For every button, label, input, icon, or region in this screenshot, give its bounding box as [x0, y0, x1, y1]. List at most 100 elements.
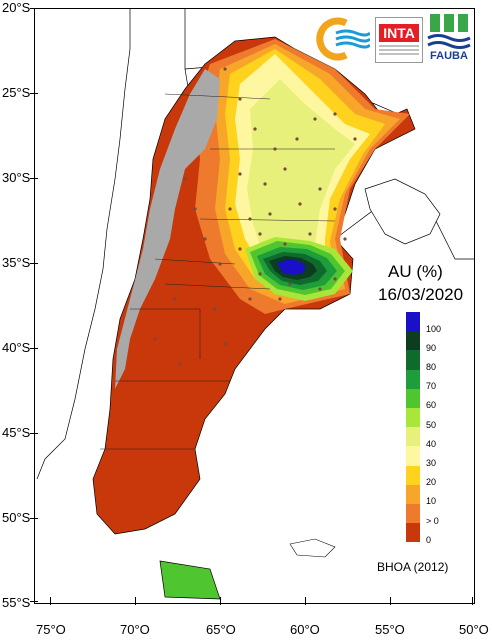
map-canvas — [36, 9, 474, 600]
lat-label-40s: 40°S — [2, 340, 31, 355]
inta-stripes — [379, 45, 419, 57]
inta-logo-text: INTA — [379, 24, 419, 42]
lat-tick — [30, 178, 38, 179]
lat-label-45s: 45°S — [2, 425, 31, 440]
legend-label: 40 — [426, 438, 437, 449]
station-dot — [203, 237, 207, 241]
legend-label: 0 — [426, 534, 432, 545]
chile-coast — [36, 9, 131, 480]
station-dot — [213, 307, 217, 311]
legend-label: > 0 — [426, 515, 439, 526]
station-dot — [238, 97, 242, 101]
legend-label: 60 — [426, 400, 437, 411]
lon-label-70o: 70°O — [120, 622, 150, 637]
zone-100 — [277, 259, 306, 275]
station-dot — [278, 297, 282, 301]
malvinas — [289, 538, 336, 558]
fauba-logo: FAUBA — [426, 12, 472, 64]
legend-swatch — [406, 350, 420, 370]
lon-label-75o: 75°O — [36, 622, 66, 637]
lon-label-60o: 60°O — [290, 622, 320, 637]
lat-label-50s: 50°S — [2, 510, 31, 525]
legend-swatch — [406, 503, 420, 524]
legend-swatch — [406, 388, 420, 408]
station-dot — [308, 232, 312, 236]
lat-tick — [30, 601, 38, 602]
station-dot — [263, 182, 267, 186]
ceit-logo — [310, 17, 372, 61]
station-dot — [343, 237, 347, 241]
station-dot — [258, 272, 262, 276]
inta-logo: INTA — [375, 17, 423, 63]
station-dot — [183, 177, 187, 181]
legend-swatch — [406, 446, 420, 466]
lon-tick — [220, 597, 221, 605]
legend-title: AU (%) — [388, 262, 443, 281]
legend-swatch — [406, 407, 420, 428]
lat-tick — [30, 348, 38, 349]
station-dot — [353, 137, 357, 141]
lat-label-55s: 55°S — [2, 595, 31, 610]
lat-label-25s: 25°S — [2, 85, 31, 100]
andes-nodata — [115, 69, 220, 389]
station-dot — [318, 187, 322, 191]
lat-tick — [30, 518, 38, 519]
station-dot — [228, 207, 232, 211]
fauba-logo-text: FAUBA — [430, 50, 468, 62]
lat-tick — [30, 8, 38, 9]
legend-swatch — [406, 369, 420, 389]
legend-swatch — [406, 465, 420, 485]
lat-tick — [30, 93, 38, 94]
station-dot — [223, 342, 227, 346]
station-dot — [268, 212, 272, 216]
station-dot — [173, 297, 177, 301]
station-dot — [178, 362, 182, 366]
lat-label-30s: 30°S — [2, 170, 31, 185]
lon-tick — [390, 597, 391, 605]
source-label: BHOA (2012) — [377, 560, 449, 574]
legend-swatch — [406, 427, 420, 447]
station-dot — [333, 277, 337, 281]
legend-colorbar — [406, 312, 420, 543]
station-dot — [298, 202, 302, 206]
legend-label: 100 — [426, 323, 442, 334]
lon-tick — [472, 597, 473, 605]
tierra-del-fuego — [159, 560, 221, 600]
lat-label-20s: 20°S — [2, 0, 31, 15]
station-dot — [295, 137, 299, 141]
legend-swatch — [406, 331, 420, 351]
legend-label: 20 — [426, 477, 437, 488]
station-dot — [333, 112, 337, 116]
legend-label: 90 — [426, 342, 437, 353]
uruguay-coast — [364, 178, 441, 245]
legend-swatch — [406, 523, 420, 543]
lat-tick — [30, 433, 38, 434]
legend-label: 10 — [426, 496, 437, 507]
legend-swatch — [406, 312, 420, 332]
map-frame — [34, 8, 475, 604]
station-dot — [223, 67, 227, 71]
station-dot — [313, 117, 317, 121]
station-dot — [193, 207, 197, 211]
lon-label-50o: 50°O — [459, 622, 489, 637]
station-dot — [248, 297, 252, 301]
lon-tick — [135, 597, 136, 605]
legend-swatch — [406, 484, 420, 504]
lon-tick — [305, 597, 306, 605]
legend-label: 30 — [426, 458, 437, 468]
lon-label-55o: 55°O — [375, 622, 405, 637]
station-dot — [333, 207, 337, 211]
province-lines — [100, 93, 336, 450]
station-dot — [218, 262, 222, 266]
lat-label-35s: 35°S — [2, 255, 31, 270]
station-dot — [283, 242, 287, 246]
lon-label-65o: 65°O — [206, 622, 236, 637]
station-dot — [248, 217, 252, 221]
fauba-leaf-icon — [427, 14, 471, 49]
lon-tick — [50, 597, 51, 605]
station-dot — [273, 147, 277, 151]
legend-label: 80 — [426, 362, 437, 372]
station-dot — [258, 232, 262, 236]
legend-label: 50 — [426, 419, 437, 430]
zone-40 — [247, 79, 355, 271]
